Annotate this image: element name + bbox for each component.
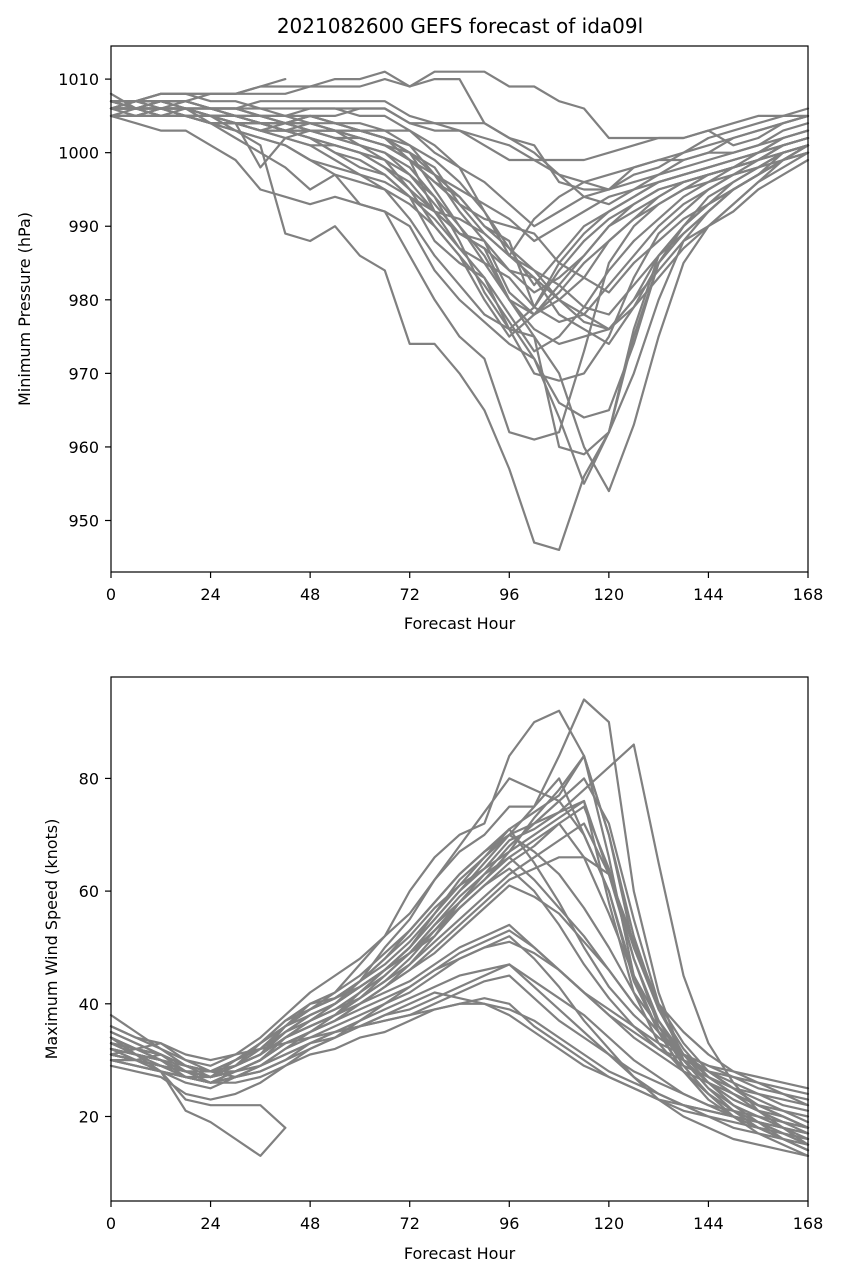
wind-x-axis-label: Forecast Hour [404,1244,516,1263]
wind-y-tick-label: 80 [79,769,99,788]
pressure-y-tick-label: 950 [68,512,99,531]
pressure-x-tick-label: 120 [594,585,625,604]
pressure-member-line-31 [109,114,810,294]
pressure-x-tick-label: 168 [793,585,824,604]
wind-member-line-25 [109,1036,287,1129]
wind-x-tick-label: 144 [693,1214,724,1233]
wind-x-tick-label: 72 [400,1214,420,1233]
pressure-x-tick-label: 48 [300,585,320,604]
pressure-member-line-2 [109,100,810,441]
pressure-series-group [109,70,810,552]
pressure-y-tick-label: 980 [68,291,99,310]
wind-y-tick-label: 60 [79,882,99,901]
pressure-member-line-28 [109,107,810,316]
wind-x-tick-label: 120 [594,1214,625,1233]
pressure-axes: 0 24 48 72 96 120 144 168 950 960 970 980 990 1000 101… [58,70,823,604]
wind-member-line-21 [109,974,810,1129]
chart-title: 2021082600 GEFS forecast of ida09l [277,14,643,38]
wind-series-group [109,698,810,1158]
pressure-y-axis-label: Minimum Pressure (hPa) [15,212,34,406]
pressure-y-tick-label: 1010 [58,70,99,89]
pressure-y-tick-label: 960 [68,438,99,457]
wind-y-tick-label: 40 [79,995,99,1014]
wind-plot-frame [110,676,809,1202]
wind-x-tick-label: 48 [300,1214,320,1233]
pressure-member-line-29 [109,100,810,243]
wind-x-tick-label: 24 [200,1214,220,1233]
wind-member-line-11 [109,777,810,1152]
pressure-x-tick-label: 144 [693,585,724,604]
pressure-y-tick-label: 1000 [58,144,99,163]
pressure-member-line-4 [109,114,810,419]
pressure-x-tick-label: 0 [106,585,116,604]
pressure-member-line-25 [109,77,287,103]
pressure-x-axis-label: Forecast Hour [404,614,516,633]
pressure-chart: 2021082600 GEFS forecast of ida09l 0 24 48… [15,14,823,633]
wind-y-axis-label: Maximum Wind Speed (knots) [42,819,61,1060]
wind-member-line-23 [109,1002,810,1135]
wind-member-line-30 [109,923,810,1090]
pressure-x-tick-label: 72 [400,585,420,604]
wind-x-tick-label: 168 [793,1214,824,1233]
wind-member-line-28 [109,856,810,1129]
pressure-member-line-26 [109,107,810,331]
pressure-member-line-30 [109,100,810,228]
wind-member-line-31 [109,856,810,1112]
wind-member-line-26 [109,940,810,1101]
pressure-x-tick-label: 96 [499,585,519,604]
wind-member-line-29 [109,867,810,1107]
pressure-plot-frame [110,45,809,573]
wind-x-tick-label: 96 [499,1214,519,1233]
wind-y-tick-label: 20 [79,1107,99,1126]
pressure-y-tick-label: 990 [68,217,99,236]
wind-chart: 0 24 48 72 96 120 144 168 20 40 60 80 Forecast Hour… [42,676,824,1263]
pressure-x-tick-label: 24 [200,585,220,604]
wind-x-tick-label: 0 [106,1214,116,1233]
pressure-y-tick-label: 970 [68,364,99,383]
wind-axes: 0 24 48 72 96 120 144 168 20 40 60 80 [79,769,824,1233]
